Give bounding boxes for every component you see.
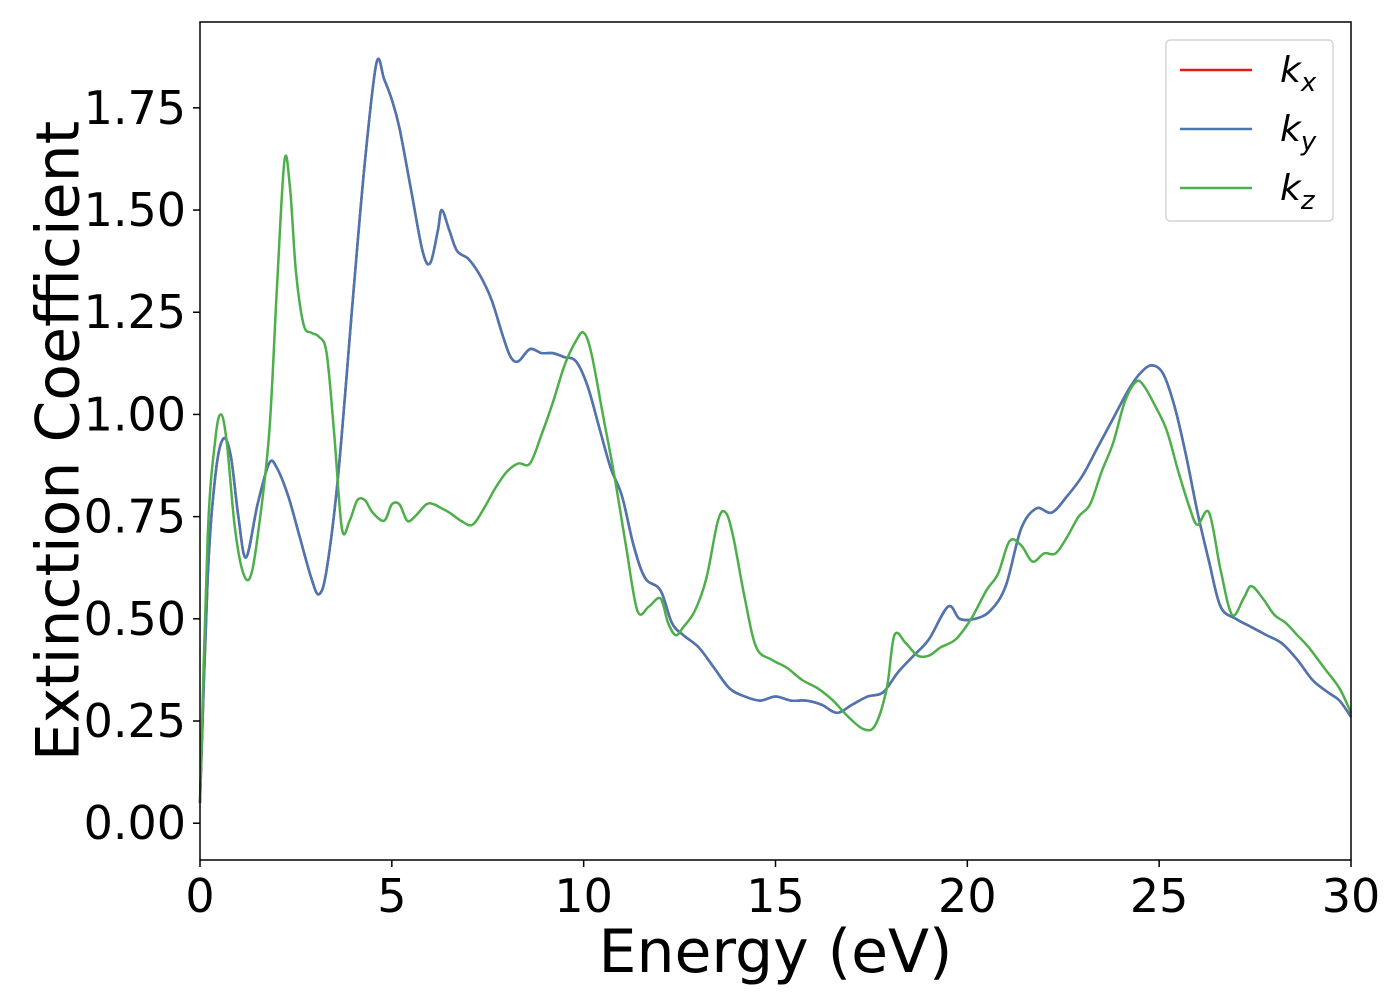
y-tick-label: 0.75 [84, 490, 186, 544]
y-axis-label: Extinction Coefficient [24, 121, 94, 761]
series-line-z [198, 154, 1353, 803]
legend-box [1165, 39, 1334, 222]
x-tick-label: 25 [1130, 869, 1189, 923]
x-axis-label: Energy (eV) [599, 917, 953, 987]
series-layer [198, 57, 1353, 803]
x-tick-label: 30 [1322, 869, 1381, 923]
y-axis: 0.00 0.25 0.50 0.75 1.00 1.25 1.50 1.75 [84, 81, 200, 850]
y-tick-label: 1.50 [84, 183, 186, 237]
y-tick-label: 0.50 [84, 592, 186, 646]
y-tick-label: 0.25 [84, 694, 186, 748]
y-tick-label: 0.00 [84, 796, 186, 850]
legend-label-x: kx [1280, 50, 1317, 98]
x-tick-label: 10 [554, 869, 613, 923]
x-tick-label: 20 [938, 869, 997, 923]
legend-label-z: kz [1280, 168, 1316, 216]
x-tick-label: 0 [185, 869, 214, 923]
y-tick-label: 1.00 [84, 387, 186, 441]
y-tick-label: 1.75 [84, 81, 186, 135]
x-tick-label: 5 [377, 869, 406, 923]
x-tick-label: 15 [746, 869, 805, 923]
y-tick-label: 1.25 [84, 285, 186, 339]
legend-label-y: ky [1280, 109, 1317, 157]
legend: kx ky kz [1165, 39, 1334, 222]
x-axis: 0 5 10 15 20 25 30 [185, 860, 1380, 923]
